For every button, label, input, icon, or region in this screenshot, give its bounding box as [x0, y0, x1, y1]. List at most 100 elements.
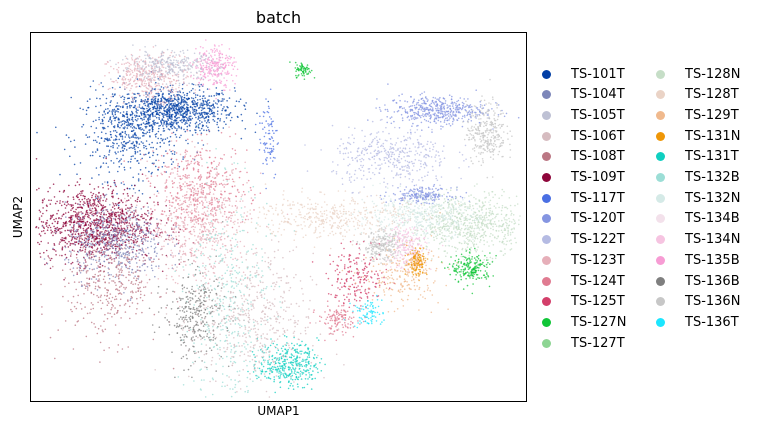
- scatter-point: [101, 114, 104, 116]
- scatter-point: [194, 177, 196, 179]
- scatter-point: [212, 58, 214, 61]
- scatter-point: [107, 230, 110, 232]
- scatter-point: [54, 230, 56, 232]
- scatter-point: [207, 79, 210, 82]
- scatter-point: [133, 74, 135, 77]
- scatter-point: [72, 295, 75, 298]
- scatter-point: [94, 139, 97, 142]
- scatter-point: [217, 240, 220, 242]
- scatter-point: [132, 272, 134, 274]
- scatter-point: [183, 118, 186, 121]
- scatter-point: [80, 190, 82, 193]
- scatter-point: [51, 230, 54, 233]
- scatter-point: [159, 67, 161, 70]
- scatter-point: [179, 228, 181, 231]
- scatter-point: [41, 306, 43, 308]
- scatter-point: [124, 220, 126, 222]
- scatter-point: [194, 155, 196, 158]
- scatter-point: [95, 197, 97, 200]
- scatter-point: [73, 243, 76, 245]
- scatter-point: [56, 212, 58, 215]
- scatter-point: [207, 126, 209, 129]
- scatter-point: [201, 103, 204, 105]
- scatter-point: [154, 100, 157, 102]
- scatter-point: [148, 231, 150, 233]
- scatter-point: [118, 247, 121, 250]
- scatter-point: [178, 231, 180, 233]
- scatter-point: [199, 129, 201, 132]
- scatter-point: [224, 206, 227, 208]
- scatter-point: [120, 230, 123, 233]
- scatter-point: [228, 48, 231, 50]
- scatter-point: [179, 112, 182, 114]
- scatter-point: [161, 74, 163, 77]
- scatter-point: [56, 226, 59, 229]
- scatter-point: [99, 274, 101, 276]
- scatter-point: [136, 308, 138, 310]
- scatter-point: [127, 236, 130, 238]
- scatter-point: [189, 181, 191, 183]
- scatter-point: [45, 209, 48, 212]
- scatter-point: [173, 121, 175, 124]
- scatter-point: [200, 66, 203, 68]
- scatter-point: [184, 181, 186, 183]
- scatter-point: [208, 101, 211, 104]
- scatter-point: [232, 62, 234, 64]
- scatter-point: [119, 159, 121, 162]
- scatter-point: [126, 228, 129, 231]
- scatter-point: [90, 278, 93, 280]
- scatter-point: [139, 150, 141, 152]
- scatter-point: [113, 110, 115, 112]
- scatter-point: [178, 182, 181, 184]
- scatter-point: [85, 272, 88, 274]
- scatter-point: [212, 240, 214, 242]
- scatter-point: [90, 258, 93, 260]
- scatter-point: [118, 239, 120, 241]
- scatter-point: [171, 98, 173, 100]
- scatter-point: [146, 202, 149, 204]
- scatter-point: [115, 138, 117, 140]
- scatter-point: [136, 112, 138, 114]
- scatter-point: [81, 206, 83, 209]
- scatter-point: [172, 108, 175, 110]
- scatter-point: [139, 286, 141, 289]
- scatter-point: [183, 103, 186, 106]
- scatter-point: [140, 208, 143, 210]
- scatter-point: [118, 332, 121, 335]
- scatter-point: [149, 114, 152, 116]
- scatter-point: [92, 249, 94, 252]
- scatter-point: [168, 102, 170, 104]
- scatter-point: [83, 229, 85, 232]
- scatter-point: [202, 247, 204, 249]
- scatter-point: [177, 226, 180, 229]
- scatter-point: [201, 84, 203, 87]
- scatter-point: [148, 65, 150, 67]
- scatter-point: [118, 264, 121, 266]
- scatter-point: [207, 229, 210, 231]
- scatter-point: [76, 173, 78, 175]
- scatter-point: [99, 198, 101, 200]
- scatter-point: [75, 253, 78, 256]
- scatter-point: [124, 130, 127, 133]
- scatter-point: [115, 79, 117, 82]
- scatter-point: [182, 64, 184, 67]
- scatter-point: [66, 242, 68, 245]
- scatter-point: [48, 199, 50, 201]
- scatter-point: [72, 204, 74, 206]
- scatter-point: [195, 109, 198, 111]
- scatter-point: [165, 222, 168, 224]
- scatter-point: [53, 243, 55, 245]
- scatter-point: [198, 89, 201, 91]
- scatter-point: [229, 58, 231, 60]
- scatter-point: [140, 293, 142, 296]
- scatter-point: [42, 221, 45, 223]
- scatter-point: [142, 72, 145, 75]
- scatter-point: [224, 66, 227, 69]
- scatter-point: [186, 227, 188, 230]
- scatter-point: [212, 118, 214, 121]
- scatter-point: [132, 120, 134, 123]
- scatter-point: [170, 113, 173, 116]
- scatter-point: [137, 218, 140, 221]
- scatter-point: [108, 232, 111, 234]
- scatter-point: [128, 222, 131, 224]
